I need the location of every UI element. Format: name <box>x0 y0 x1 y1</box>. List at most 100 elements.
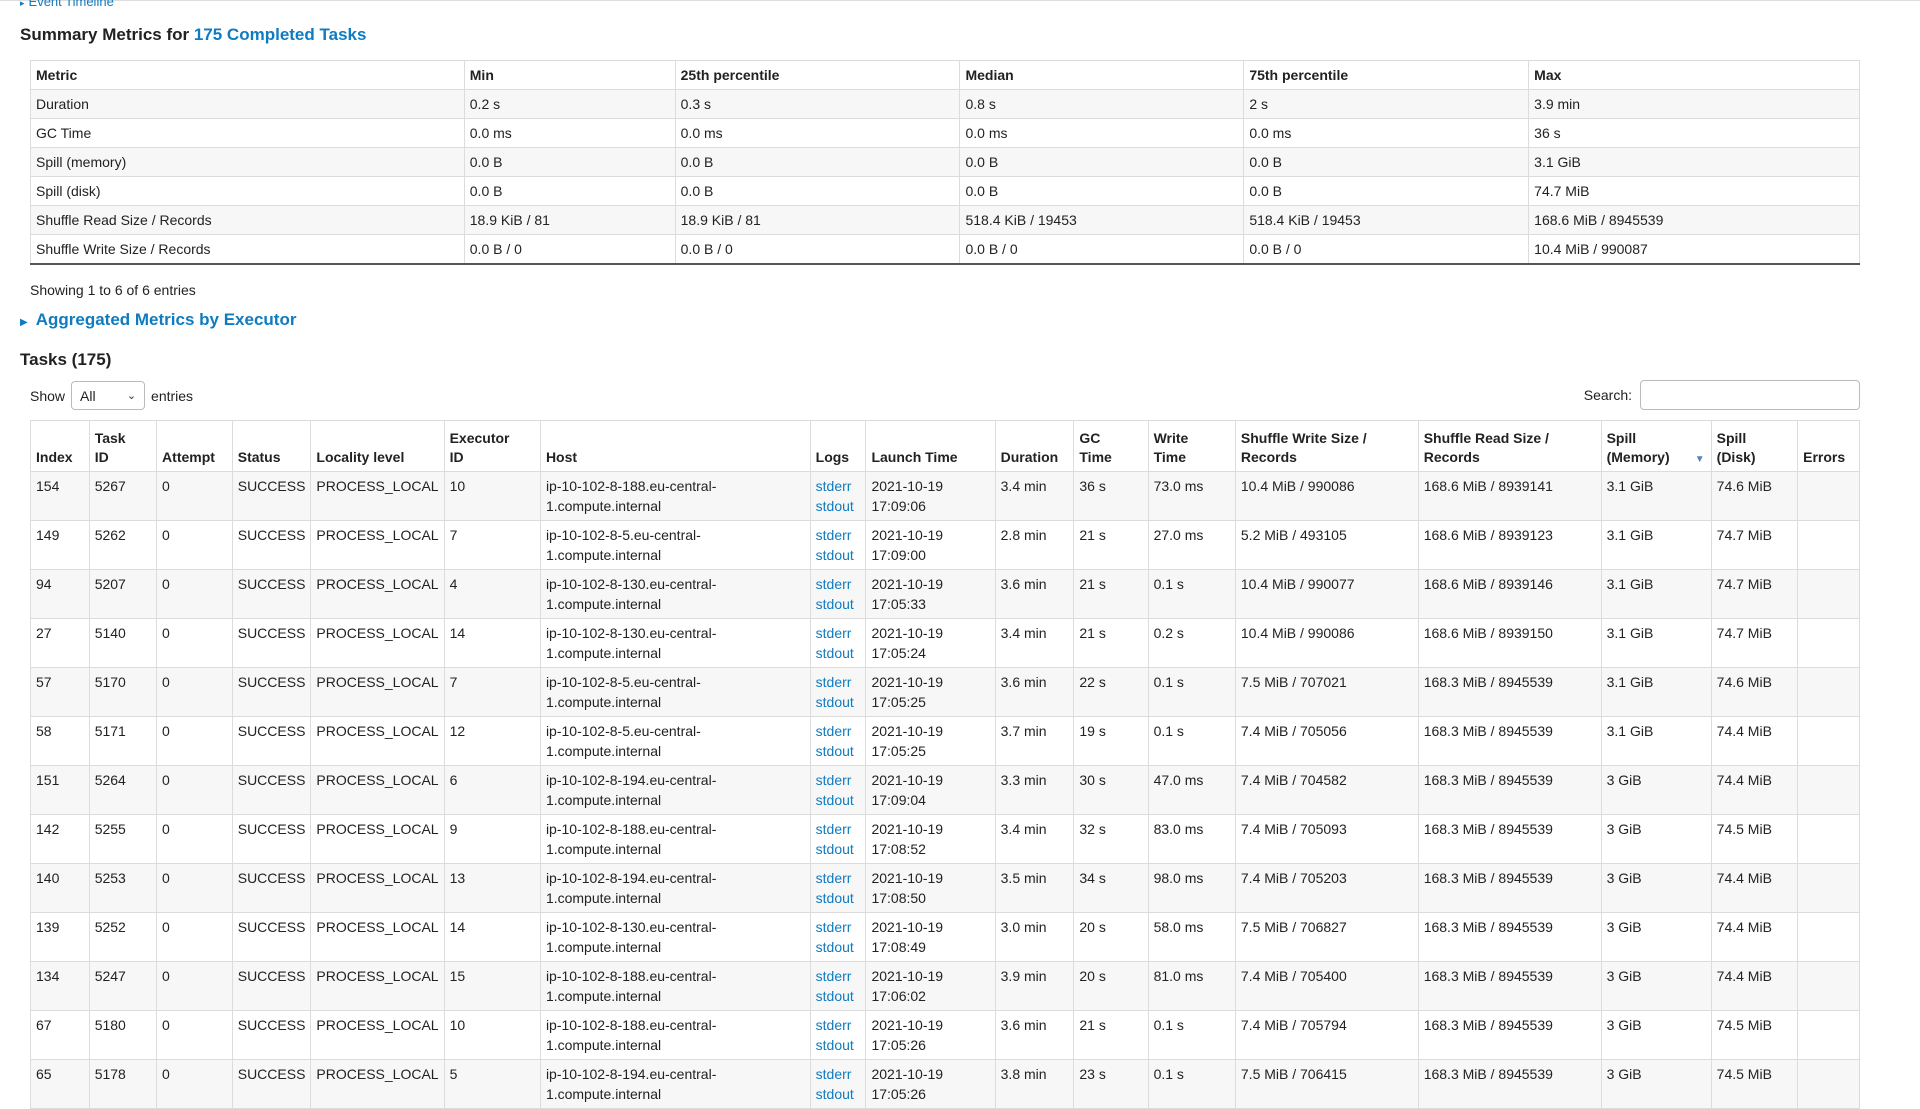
metric-name: GC Time <box>30 118 465 148</box>
host: ip-10-102-8-130.eu-central- 1.compute.int… <box>539 618 811 668</box>
stdout-link[interactable]: stdout <box>815 1037 854 1053</box>
attempt: 0 <box>156 716 233 766</box>
stderr-link[interactable]: stderr <box>815 674 852 690</box>
stdout-link[interactable]: stdout <box>815 841 854 857</box>
shuffle-read: 168.3 MiB / 8945539 <box>1417 1010 1602 1060</box>
column-header[interactable]: Attempt <box>156 420 233 472</box>
stdout-link[interactable]: stdout <box>815 498 854 514</box>
host: ip-10-102-8-194.eu-central- 1.compute.int… <box>539 765 811 815</box>
spill-disk: 74.7 MiB <box>1710 520 1799 570</box>
metric-name: Spill (memory) <box>30 147 465 177</box>
stderr-link[interactable]: stderr <box>815 478 852 494</box>
gc-time: 21 s <box>1073 618 1149 668</box>
column-header[interactable]: 75th percentile <box>1243 60 1530 90</box>
event-timeline-label: Event Timeline <box>28 0 114 9</box>
host: ip-10-102-8-188.eu-central- 1.compute.int… <box>539 471 811 521</box>
column-header[interactable]: Median <box>959 60 1245 90</box>
column-header[interactable]: Task ID <box>88 420 158 472</box>
column-header[interactable]: Shuffle Write Size / Records <box>1234 420 1419 472</box>
column-header[interactable]: Spill (Disk) <box>1710 420 1799 472</box>
column-header[interactable]: Executor ID <box>443 420 541 472</box>
gc-time: 20 s <box>1073 961 1149 1011</box>
gc-time: 30 s <box>1073 765 1149 815</box>
stdout-link[interactable]: stdout <box>815 1086 854 1102</box>
column-header[interactable]: Write Time <box>1147 420 1236 472</box>
gc-time: 32 s <box>1073 814 1149 864</box>
shuffle-write: 7.4 MiB / 704582 <box>1234 765 1419 815</box>
stdout-link[interactable]: stdout <box>815 792 854 808</box>
stderr-link[interactable]: stderr <box>815 576 852 592</box>
column-header[interactable]: Host <box>539 420 811 472</box>
column-header[interactable]: Shuffle Read Size / Records <box>1417 420 1602 472</box>
tasks-table: Index Task ID Attempt Status Locality level Ex… <box>30 420 1860 1109</box>
entries-label: entries <box>151 387 194 404</box>
metric-value: 518.4 KiB / 19453 <box>1243 205 1530 235</box>
triangle-right-icon: ▸ <box>20 0 25 8</box>
logs-cell: stderr stdout <box>809 912 867 962</box>
metric-value: 168.6 MiB / 8945539 <box>1528 205 1860 235</box>
metric-value: 0.0 B <box>1243 147 1530 177</box>
status: SUCCESS <box>231 618 312 668</box>
column-header[interactable]: Status <box>231 420 312 472</box>
stdout-link[interactable]: stdout <box>815 939 854 955</box>
aggregated-metrics-toggle[interactable]: ▶ Aggregated Metrics by Executor <box>20 310 296 330</box>
column-header[interactable]: GC Time <box>1073 420 1149 472</box>
stderr-link[interactable]: stderr <box>815 919 852 935</box>
stderr-link[interactable]: stderr <box>815 968 852 984</box>
table-row: 58 5171 0 SUCCESS PROCESS_LOCAL 12 ip-10-102-8… <box>30 716 1860 766</box>
logs-cell: stderr stdout <box>809 1010 867 1060</box>
shuffle-write: 5.2 MiB / 493105 <box>1234 520 1419 570</box>
spill-disk: 74.4 MiB <box>1710 716 1799 766</box>
launch-time: 2021-10-19 17:05:24 <box>865 618 996 668</box>
spill-disk: 74.7 MiB <box>1710 569 1799 619</box>
column-header[interactable]: Min <box>463 60 676 90</box>
stdout-link[interactable]: stdout <box>815 694 854 710</box>
stderr-link[interactable]: stderr <box>815 870 852 886</box>
table-row: 134 5247 0 SUCCESS PROCESS_LOCAL 15 ip-10-102-… <box>30 961 1860 1011</box>
attempt: 0 <box>156 1010 233 1060</box>
metric-value: 0.0 ms <box>463 118 676 148</box>
column-header[interactable]: Launch Time <box>865 420 996 472</box>
status: SUCCESS <box>231 814 312 864</box>
column-header[interactable]: Logs <box>809 420 867 472</box>
metric-value: 0.0 B <box>463 147 676 177</box>
shuffle-read: 168.6 MiB / 8939123 <box>1417 520 1602 570</box>
logs-cell: stderr stdout <box>809 814 867 864</box>
write-time: 83.0 ms <box>1147 814 1236 864</box>
stderr-link[interactable]: stderr <box>815 821 852 837</box>
column-header[interactable]: Duration <box>994 420 1075 472</box>
stdout-link[interactable]: stdout <box>815 596 854 612</box>
completed-tasks-link[interactable]: 175 Completed Tasks <box>193 25 367 44</box>
task-id: 5171 <box>88 716 158 766</box>
column-header[interactable]: Metric <box>30 60 465 90</box>
launch-time: 2021-10-19 17:09:04 <box>865 765 996 815</box>
search-input[interactable] <box>1640 380 1860 410</box>
stdout-link[interactable]: stdout <box>815 743 854 759</box>
metric-name: Shuffle Read Size / Records <box>30 205 465 235</box>
stdout-link[interactable]: stdout <box>815 890 854 906</box>
stderr-link[interactable]: stderr <box>815 1066 852 1082</box>
column-header[interactable]: 25th percentile <box>674 60 961 90</box>
stderr-link[interactable]: stderr <box>815 625 852 641</box>
stdout-link[interactable]: stdout <box>815 988 854 1004</box>
column-header[interactable]: Spill (Memory) ▼ <box>1600 420 1712 472</box>
column-header[interactable]: Locality level <box>310 420 445 472</box>
column-header[interactable]: Index <box>30 420 90 472</box>
stderr-link[interactable]: stderr <box>815 1017 852 1033</box>
stdout-link[interactable]: stdout <box>815 547 854 563</box>
stderr-link[interactable]: stderr <box>815 723 852 739</box>
column-header[interactable]: Max <box>1528 60 1860 90</box>
errors <box>1797 618 1860 668</box>
entries-select[interactable]: All ⌄ <box>71 381 146 410</box>
shuffle-write: 7.4 MiB / 705794 <box>1234 1010 1419 1060</box>
locality-level: PROCESS_LOCAL <box>310 471 445 521</box>
stderr-link[interactable]: stderr <box>815 527 852 543</box>
shuffle-read: 168.3 MiB / 8945539 <box>1417 912 1602 962</box>
stdout-link[interactable]: stdout <box>815 645 854 661</box>
column-header[interactable]: Errors <box>1797 420 1860 472</box>
event-timeline-link[interactable]: ▸ Event Timeline <box>20 0 114 9</box>
locality-level: PROCESS_LOCAL <box>310 569 445 619</box>
host: ip-10-102-8-188.eu-central- 1.compute.int… <box>539 961 811 1011</box>
attempt: 0 <box>156 667 233 717</box>
stderr-link[interactable]: stderr <box>815 772 852 788</box>
